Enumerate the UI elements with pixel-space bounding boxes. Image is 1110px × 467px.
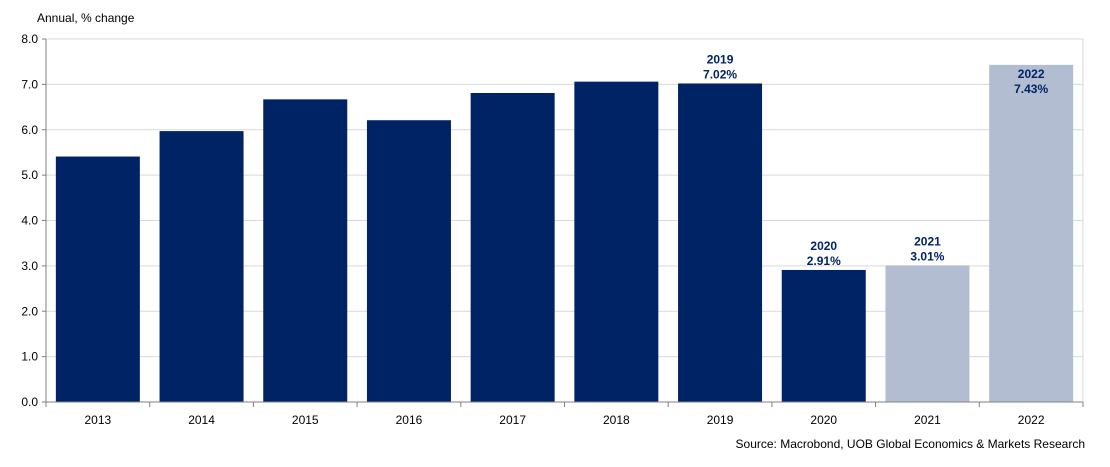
- bar-2017: [470, 92, 555, 402]
- bar-2013: [55, 156, 140, 402]
- y-tick-label: 0.0: [21, 395, 38, 409]
- y-tick-label: 1.0: [21, 350, 38, 364]
- bar-2020: [781, 269, 866, 402]
- x-tick-label: 2021: [914, 413, 941, 427]
- x-tick-label: 2015: [292, 413, 319, 427]
- y-tick-label: 5.0: [21, 168, 38, 182]
- y-tick-label: 6.0: [21, 123, 38, 137]
- data-label-value: 7.02%: [703, 67, 737, 81]
- bar-2014: [159, 131, 244, 402]
- bar-2018: [574, 81, 659, 402]
- source-note: Source: Macrobond, UOB Global Economics …: [735, 437, 1085, 451]
- data-label-year: 2022: [1018, 67, 1045, 81]
- bar-2022: [989, 64, 1074, 403]
- bar-2021: [885, 265, 970, 402]
- x-tick-label: 2022: [1018, 413, 1045, 427]
- x-tick-label: 2014: [188, 413, 215, 427]
- x-tick-label: 2020: [810, 413, 837, 427]
- y-tick-label: 3.0: [21, 259, 38, 273]
- data-label-year: 2021: [914, 234, 941, 248]
- data-label-value: 7.43%: [1014, 82, 1048, 96]
- x-tick-label: 2017: [499, 413, 526, 427]
- data-label-year: 2020: [810, 239, 837, 253]
- bar-2016: [366, 120, 451, 402]
- y-axis-title: Annual, % change: [37, 11, 135, 25]
- y-tick-label: 2.0: [21, 304, 38, 318]
- x-tick-label: 2018: [603, 413, 630, 427]
- x-tick-label: 2013: [84, 413, 111, 427]
- y-tick-label: 8.0: [21, 32, 38, 46]
- data-label-year: 2019: [707, 52, 734, 66]
- bar-2015: [263, 99, 348, 402]
- y-tick-label: 7.0: [21, 77, 38, 91]
- x-tick-label: 2016: [396, 413, 423, 427]
- y-tick-label: 4.0: [21, 214, 38, 228]
- x-tick-label: 2019: [707, 413, 734, 427]
- bar-2019: [678, 83, 763, 402]
- data-label-value: 3.01%: [910, 249, 944, 263]
- data-label-value: 2.91%: [807, 254, 841, 268]
